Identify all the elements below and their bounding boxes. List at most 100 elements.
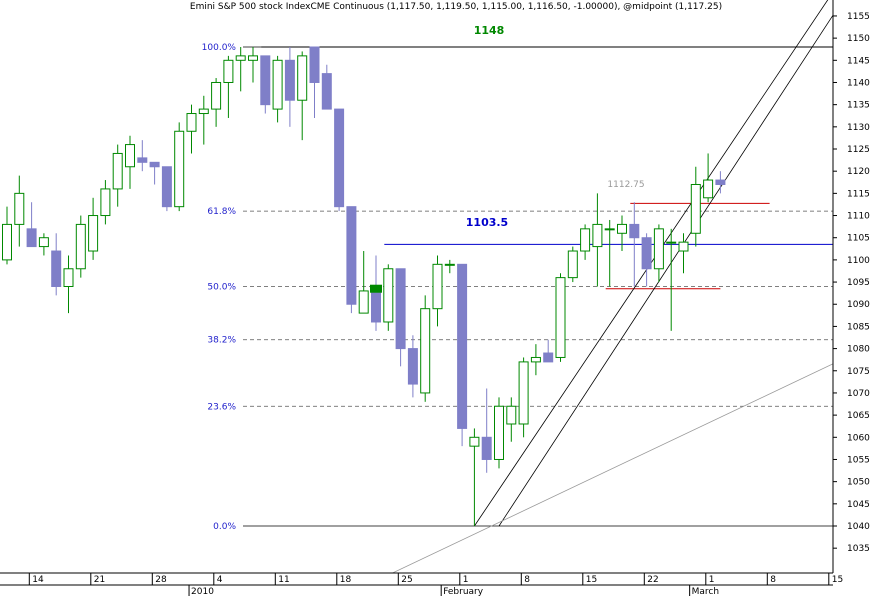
candle-body-45	[555, 277, 566, 358]
candle-body-17	[211, 81, 222, 110]
y-tick-label-6: 1065	[847, 411, 870, 421]
x-tick-label-3: 4	[217, 575, 223, 585]
y-tick-label-18: 1125	[847, 145, 870, 155]
candle-body-51	[629, 223, 640, 239]
y-tick-label-3: 1050	[847, 478, 870, 488]
candle-body-53	[653, 228, 664, 270]
y-tick-label-24: 1155	[847, 12, 870, 22]
candle-body-50	[617, 223, 627, 234]
candle-body-25	[309, 46, 320, 83]
candle-body-19	[235, 55, 246, 61]
candle-body-36	[444, 263, 455, 266]
candle-body-58	[715, 179, 726, 185]
y-tick-label-2: 1045	[847, 500, 870, 510]
month-label-1: February	[443, 587, 484, 596]
x-tick-label-11: 1	[709, 575, 715, 585]
candle-body-38	[469, 436, 480, 447]
candle-body-0	[2, 223, 12, 261]
candle-body-2	[26, 228, 37, 248]
candle-body-21	[260, 55, 271, 106]
candle-body-27	[334, 108, 345, 208]
candle-body-6	[75, 223, 86, 270]
candle-body-46	[567, 250, 578, 279]
candle-body-3	[38, 237, 49, 248]
candle-body-55	[678, 241, 689, 252]
y-tick-label-0: 1035	[847, 544, 870, 554]
y-tick-label-7: 1070	[847, 389, 870, 399]
candle-body-48	[592, 223, 603, 248]
candle-body-18	[223, 59, 234, 83]
y-tick-label-5: 1060	[847, 433, 870, 443]
annotation-0: 1148	[474, 24, 505, 37]
candle-body-39	[481, 436, 492, 460]
candle-body-26	[321, 73, 332, 110]
y-axis: 1035 1040 1045 1050 1055 1060 1065 1070 1075 1080…	[832, 0, 870, 573]
annotations: 1148 1103.5 1112.75	[466, 24, 645, 229]
y-tick-label-22: 1145	[847, 56, 870, 66]
annotation-1: 1103.5	[466, 216, 508, 229]
trendline-2	[391, 363, 833, 573]
candle-body-4	[51, 250, 62, 288]
chart-title: Emini S&P 500 stock IndexCME Continuous …	[190, 2, 722, 12]
candle-body-37	[457, 263, 468, 429]
y-tick-label-16: 1115	[847, 189, 870, 199]
fib-label-4: 23.6%	[207, 402, 236, 412]
y-tick-label-13: 1100	[847, 256, 870, 266]
fib-label-1: 61.8%	[207, 207, 236, 217]
candle-body-9	[112, 152, 123, 190]
candle-body-24	[297, 55, 308, 101]
candle-body-12	[149, 161, 160, 168]
candle-body-8	[100, 188, 111, 217]
y-tick-label-4: 1055	[847, 455, 870, 465]
candle-body-56	[690, 183, 701, 234]
marker	[370, 284, 382, 293]
candle-body-41	[506, 405, 517, 425]
x-tick-label-7: 1	[463, 575, 469, 585]
month-label-2: March	[692, 587, 719, 596]
candle-body-34	[420, 308, 431, 394]
candle-body-40	[494, 405, 504, 460]
trendline-0	[474, 0, 829, 527]
candlesticks	[2, 46, 726, 526]
x-tick-label-2: 28	[155, 575, 167, 585]
candle-body-22	[272, 59, 283, 110]
y-tick-label-10: 1085	[847, 322, 870, 332]
y-tick-label-15: 1110	[847, 212, 870, 222]
candle-body-47	[580, 228, 591, 252]
x-tick-label-1: 21	[94, 575, 105, 585]
candle-body-14	[174, 130, 185, 208]
trendline-1	[498, 14, 833, 527]
y-tick-label-12: 1095	[847, 278, 870, 288]
drawing-lines	[261, 0, 833, 573]
candle-body-35	[432, 263, 443, 310]
y-tick-label-20: 1135	[847, 101, 870, 111]
x-tick-label-5: 18	[340, 575, 352, 585]
candle-body-49	[604, 228, 615, 231]
candle-body-52	[641, 237, 652, 270]
candle-body-16	[198, 108, 209, 115]
x-tick-label-13: 15	[832, 575, 843, 585]
x-tick-label-4: 11	[278, 575, 289, 585]
candle-body-43	[530, 356, 541, 363]
x-tick-label-10: 22	[647, 575, 658, 585]
fib-label-2: 50.0%	[207, 283, 236, 293]
fib-label-5: 0.0%	[213, 522, 236, 532]
y-tick-label-17: 1120	[847, 167, 870, 177]
x-tick-label-8: 8	[524, 575, 530, 585]
candle-body-10	[125, 144, 135, 168]
candle-body-31	[383, 268, 394, 323]
y-tick-label-11: 1090	[847, 300, 870, 310]
candle-body-29	[358, 290, 369, 314]
fib-label-3: 38.2%	[207, 336, 236, 346]
candle-body-11	[137, 157, 148, 163]
candle-body-23	[284, 59, 295, 101]
candle-body-33	[407, 348, 418, 385]
y-tick-label-9: 1080	[847, 345, 870, 355]
candle-body-13	[161, 166, 172, 208]
candle-body-30	[371, 290, 381, 323]
y-tick-label-19: 1130	[847, 123, 870, 133]
candle-body-7	[88, 215, 99, 252]
x-tick-label-12: 8	[770, 575, 776, 585]
